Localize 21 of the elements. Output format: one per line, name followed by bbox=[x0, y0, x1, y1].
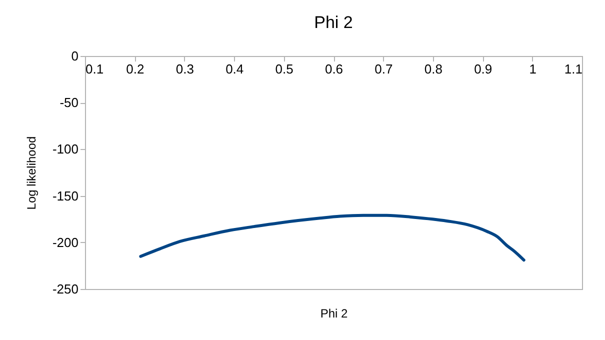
x-tick-label: 0.7 bbox=[374, 62, 393, 76]
x-tick-label: 0.8 bbox=[424, 62, 442, 76]
line-series bbox=[139, 214, 526, 262]
x-tick-label: 0.1 bbox=[86, 62, 104, 76]
y-tick-label: -100 bbox=[52, 142, 78, 157]
x-tick-label: 1.1 bbox=[564, 62, 582, 76]
y-tick-label: 0 bbox=[71, 48, 78, 64]
x-tick-label: 0.3 bbox=[176, 62, 194, 76]
y-tick-label: -150 bbox=[52, 188, 78, 204]
chart-title: Phi 2 bbox=[314, 13, 353, 32]
y-tick-label: -200 bbox=[52, 234, 78, 250]
x-tick-label: 0.9 bbox=[474, 62, 492, 76]
x-tick-label: 1 bbox=[529, 62, 536, 76]
x-axis-title: Phi 2 bbox=[320, 306, 348, 320]
x-tick-label: 0.4 bbox=[226, 62, 244, 76]
x-tick-label: 0.5 bbox=[275, 62, 294, 76]
y-tick-label: -50 bbox=[60, 95, 78, 110]
y-axis-title: Log likelihood bbox=[24, 136, 38, 210]
y-tick-label: -250 bbox=[52, 282, 78, 296]
x-tick-label: 0.6 bbox=[324, 62, 344, 76]
x-tick-label: 0.2 bbox=[126, 62, 144, 76]
